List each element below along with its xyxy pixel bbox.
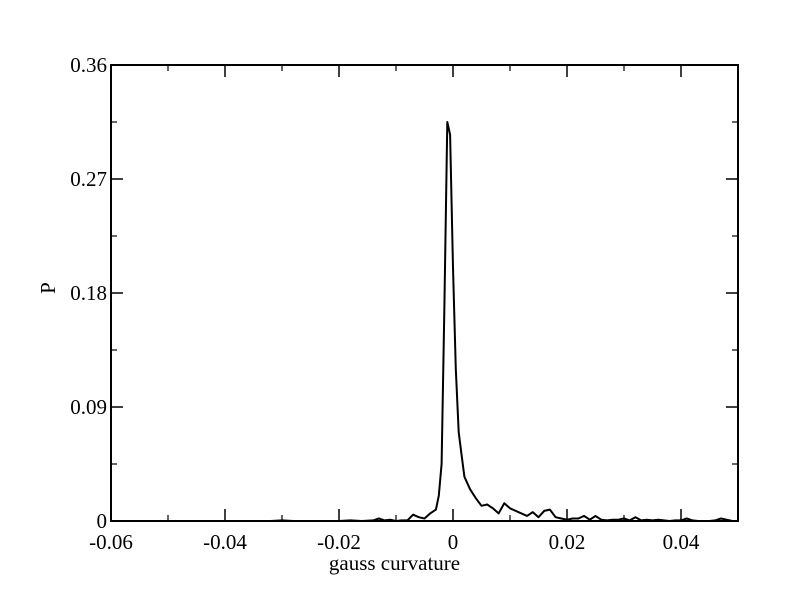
- plot-frame: [110, 64, 739, 522]
- x-tick-label: 0: [448, 530, 459, 554]
- tick-labels-layer: -0.06 -0.04 -0.02 0 0.02 0.04 0 0.09 0.18 0.27 0.3…: [70, 53, 700, 554]
- y-tick-label: 0.09: [70, 395, 107, 419]
- x-tick-label: 0.02: [549, 530, 586, 554]
- x-tick-label: -0.04: [203, 530, 247, 554]
- y-axis-label: P: [36, 282, 60, 294]
- y-tick-label: 0.18: [70, 281, 107, 305]
- x-tick-label: 0.04: [663, 530, 700, 554]
- x-axis-label: gauss curvature: [329, 551, 460, 575]
- y-tick-label: 0.27: [70, 167, 107, 191]
- y-tick-label: 0: [97, 509, 108, 533]
- x-tick-label: -0.06: [89, 530, 133, 554]
- x-tick-label: -0.02: [317, 530, 361, 554]
- y-tick-label: 0.36: [70, 53, 107, 77]
